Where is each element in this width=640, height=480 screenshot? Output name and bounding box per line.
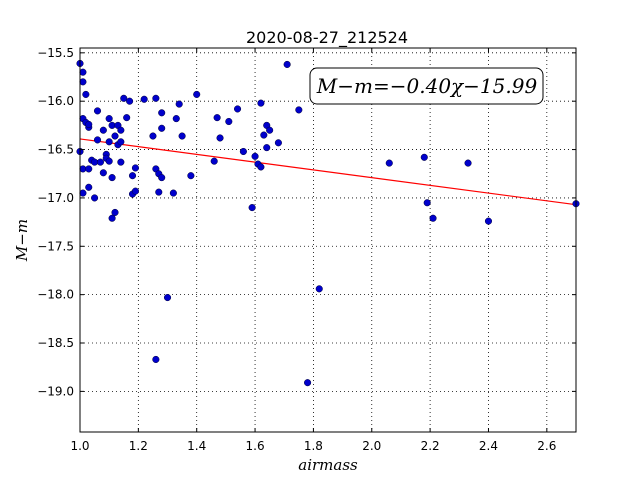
data-point bbox=[155, 188, 163, 196]
x-axis-label: airmass bbox=[298, 456, 358, 474]
y-tick-label: −17.5 bbox=[37, 239, 74, 253]
data-point bbox=[93, 107, 102, 115]
x-tick-label: 2.4 bbox=[479, 439, 498, 453]
y-tick-label: −16.5 bbox=[37, 143, 74, 157]
data-point bbox=[423, 199, 431, 207]
y-tick-label: −18.5 bbox=[37, 336, 74, 350]
data-point bbox=[464, 159, 472, 167]
data-point bbox=[126, 97, 134, 105]
data-point bbox=[99, 126, 107, 134]
data-point bbox=[304, 379, 312, 387]
data-point bbox=[108, 214, 116, 222]
data-point bbox=[257, 99, 265, 107]
data-point bbox=[131, 164, 139, 172]
data-point bbox=[111, 132, 119, 140]
data-point bbox=[248, 204, 256, 212]
data-point bbox=[187, 172, 195, 180]
y-tick-label: −16.0 bbox=[37, 94, 74, 108]
data-point bbox=[283, 60, 291, 68]
data-point bbox=[274, 139, 282, 147]
data-point bbox=[85, 165, 93, 173]
data-point bbox=[79, 78, 87, 86]
data-point bbox=[93, 136, 102, 144]
data-point bbox=[158, 124, 166, 132]
data-point bbox=[216, 134, 224, 142]
x-tick-label: 1.6 bbox=[246, 439, 265, 453]
y-axis-ticks: −15.5 −16.0 −16.5 −17.0 −17.5 −18.0 −18.5 −19.0 bbox=[37, 46, 576, 398]
y-tick-label: −17.0 bbox=[37, 191, 74, 205]
data-point bbox=[131, 187, 139, 195]
data-point bbox=[117, 158, 125, 166]
data-point bbox=[225, 117, 233, 126]
data-point bbox=[178, 132, 186, 140]
data-point bbox=[169, 189, 177, 197]
chart-title: 2020-08-27_212524 bbox=[246, 28, 408, 48]
data-point bbox=[105, 115, 113, 123]
data-point bbox=[263, 144, 271, 152]
x-axis-ticks: 1.0 1.2 1.4 1.6 1.8 2.0 2.2 2.4 2.6 bbox=[70, 48, 556, 453]
fit-line-group bbox=[79, 138, 577, 206]
y-tick-label: −15.5 bbox=[37, 46, 74, 60]
data-point bbox=[193, 90, 201, 98]
data-point bbox=[234, 105, 242, 113]
data-point bbox=[99, 169, 107, 177]
data-point bbox=[213, 114, 221, 122]
data-point bbox=[429, 214, 437, 222]
x-tick-label: 1.0 bbox=[70, 439, 89, 453]
data-point bbox=[257, 163, 265, 171]
x-tick-label: 1.4 bbox=[187, 439, 206, 453]
data-point bbox=[91, 194, 99, 202]
data-point bbox=[260, 131, 268, 139]
data-point bbox=[123, 114, 131, 122]
data-point bbox=[251, 152, 259, 160]
data-point bbox=[105, 157, 113, 165]
x-tick-label: 2.6 bbox=[537, 439, 556, 453]
data-point bbox=[149, 132, 157, 140]
data-point bbox=[315, 285, 323, 293]
data-point bbox=[108, 174, 116, 182]
fit-line bbox=[79, 138, 577, 206]
data-point bbox=[152, 94, 160, 102]
data-point bbox=[163, 294, 172, 302]
data-point bbox=[266, 126, 274, 134]
data-point bbox=[82, 90, 90, 98]
y-tick-label: −19.0 bbox=[37, 384, 74, 398]
data-point bbox=[79, 68, 87, 76]
y-axis-label: M−m bbox=[13, 219, 31, 262]
plot-area bbox=[80, 48, 576, 432]
data-point bbox=[210, 157, 218, 165]
plot-frame bbox=[79, 47, 577, 433]
data-point bbox=[152, 355, 160, 364]
x-tick-label: 2.0 bbox=[362, 439, 381, 453]
data-point bbox=[420, 153, 428, 161]
data-point bbox=[158, 109, 166, 117]
data-point bbox=[117, 126, 125, 134]
data-point bbox=[172, 115, 180, 123]
data-point bbox=[85, 183, 93, 191]
fit-equation-frame bbox=[309, 67, 544, 105]
data-point bbox=[295, 106, 303, 114]
data-point bbox=[140, 95, 148, 103]
x-tick-label: 1.8 bbox=[304, 439, 323, 453]
x-tick-label: 2.2 bbox=[421, 439, 440, 453]
data-point bbox=[111, 208, 119, 216]
data-point bbox=[385, 159, 393, 167]
data-point bbox=[85, 120, 93, 128]
y-tick-label: −18.0 bbox=[37, 288, 74, 302]
data-point bbox=[96, 158, 104, 166]
data-point bbox=[79, 189, 87, 197]
data-point bbox=[158, 174, 166, 182]
data-points bbox=[76, 59, 580, 387]
data-point bbox=[484, 217, 493, 225]
data-point bbox=[120, 94, 128, 102]
data-point bbox=[105, 138, 113, 146]
data-point bbox=[175, 100, 183, 108]
x-tick-label: 1.2 bbox=[129, 439, 148, 453]
fit-equation-box: M−m=−0.40χ−15.99 bbox=[309, 67, 544, 105]
fit-equation-label: M−m=−0.40χ−15.99 bbox=[316, 74, 538, 98]
data-point bbox=[239, 147, 247, 156]
data-point bbox=[117, 138, 125, 146]
data-point bbox=[128, 172, 137, 180]
